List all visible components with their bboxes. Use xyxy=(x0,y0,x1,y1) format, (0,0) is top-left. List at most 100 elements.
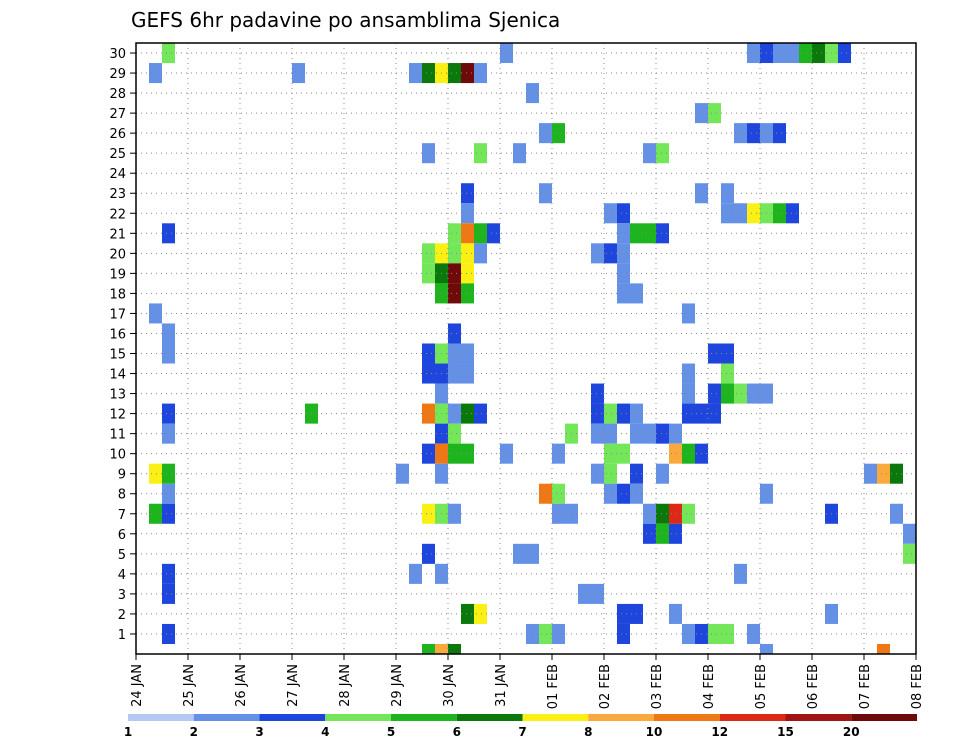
heatmap-cell xyxy=(409,563,422,584)
heatmap-cell xyxy=(643,223,656,244)
heatmap-cell xyxy=(604,483,617,504)
heatmap-cell xyxy=(474,243,487,264)
y-tick-label: 13 xyxy=(109,388,126,403)
heatmap-cell xyxy=(162,223,175,244)
heatmap-cell xyxy=(617,483,630,504)
heatmap-cell xyxy=(747,383,760,404)
heatmap-cell xyxy=(422,363,435,384)
y-tick-label: 7 xyxy=(118,508,126,523)
heatmap-cell xyxy=(448,403,461,424)
colorbar-label: 20 xyxy=(843,725,860,739)
heatmap-cell xyxy=(838,43,851,64)
heatmap-cell xyxy=(162,503,175,524)
heatmap-cell xyxy=(656,143,669,164)
y-tick-label: 24 xyxy=(109,167,126,182)
x-axis-ticks: 24 JAN 25 JAN 26 JAN 27 JAN 28 JAN 29 JAN 30 J… xyxy=(130,654,925,709)
y-tick-label: 1 xyxy=(118,628,126,643)
heatmap-cell xyxy=(422,643,435,654)
heatmap-cell xyxy=(422,343,435,364)
heatmap-cell xyxy=(162,403,175,424)
heatmap-cell xyxy=(539,183,552,204)
heatmap-cell xyxy=(149,463,162,484)
heatmap-cell xyxy=(474,603,487,624)
heatmap-cell xyxy=(162,423,175,444)
x-tick-label: 02 FEB xyxy=(598,664,613,709)
colorbar-swatch xyxy=(785,714,852,721)
heatmap-cell xyxy=(617,603,630,624)
heatmap-cell xyxy=(448,223,461,244)
y-tick-label: 4 xyxy=(118,568,126,583)
heatmap-cell xyxy=(643,143,656,164)
heatmap-cell xyxy=(552,443,565,464)
colorbar-label: 6 xyxy=(453,725,461,739)
heatmap-cell xyxy=(708,343,721,364)
heatmap-cell xyxy=(461,283,474,304)
heatmap-cells xyxy=(149,43,916,654)
x-tick-label: 07 FEB xyxy=(858,664,873,709)
y-tick-label: 16 xyxy=(109,327,126,342)
heatmap-cell xyxy=(643,523,656,544)
heatmap-cell xyxy=(604,403,617,424)
heatmap-cell xyxy=(682,503,695,524)
heatmap-cell xyxy=(526,83,539,104)
heatmap-cell xyxy=(461,363,474,384)
heatmap-cell xyxy=(448,363,461,384)
heatmap-cell xyxy=(461,243,474,264)
heatmap-cell xyxy=(617,263,630,284)
heatmap-cell xyxy=(591,243,604,264)
colorbar-swatch xyxy=(193,714,260,721)
heatmap-cell xyxy=(656,463,669,484)
heatmap-cell xyxy=(591,423,604,444)
heatmap-cell xyxy=(617,623,630,644)
heatmap-cell xyxy=(617,443,630,464)
heatmap-cell xyxy=(604,243,617,264)
colorbar-swatch xyxy=(259,714,326,721)
heatmap-cell xyxy=(682,383,695,404)
heatmap-cell xyxy=(864,463,877,484)
colorbar-label: 3 xyxy=(255,725,263,739)
heatmap-cell xyxy=(448,423,461,444)
y-tick-label: 8 xyxy=(118,488,126,503)
heatmap-cell xyxy=(487,223,500,244)
heatmap-cell xyxy=(643,503,656,524)
y-tick-label: 11 xyxy=(109,428,126,443)
heatmap-cell xyxy=(617,283,630,304)
heatmap-cell xyxy=(903,523,916,544)
heatmap-cell xyxy=(617,203,630,224)
heatmap-cell xyxy=(734,203,747,224)
colorbar-legend: 1 2 3 4 5 6 7 8 10 12 15 20 xyxy=(124,714,917,739)
heatmap-cell xyxy=(539,483,552,504)
heatmap-cell xyxy=(591,463,604,484)
heatmap-cell xyxy=(669,503,682,524)
heatmap-cell xyxy=(448,63,461,84)
heatmap-cell xyxy=(721,183,734,204)
heatmap-cell xyxy=(682,403,695,424)
colorbar-swatch xyxy=(588,714,654,721)
heatmap-cell xyxy=(513,543,526,564)
x-tick-label: 31 JAN xyxy=(494,664,509,707)
heatmap-cell xyxy=(474,63,487,84)
heatmap-cell xyxy=(422,403,435,424)
heatmap-cell xyxy=(708,103,721,124)
heatmap-cell xyxy=(747,623,760,644)
heatmap-cell xyxy=(877,463,890,484)
heatmap-cell xyxy=(422,263,435,284)
heatmap-cell xyxy=(903,543,916,564)
heatmap-cell xyxy=(422,443,435,464)
heatmap-cell xyxy=(773,123,786,144)
heatmap-cell xyxy=(708,623,721,644)
heatmap-cell xyxy=(552,623,565,644)
heatmap-cell xyxy=(461,603,474,624)
x-tick-label: 01 FEB xyxy=(546,664,561,709)
heatmap-cell xyxy=(747,203,760,224)
heatmap-cell xyxy=(162,483,175,504)
heatmap-cell xyxy=(448,343,461,364)
x-tick-label: 06 FEB xyxy=(806,664,821,709)
colorbar-label: 8 xyxy=(584,725,592,739)
heatmap-cell xyxy=(448,283,461,304)
x-tick-label: 27 JAN xyxy=(286,664,301,707)
heatmap-cell xyxy=(448,263,461,284)
heatmap-cell xyxy=(799,43,812,64)
x-tick-label: 29 JAN xyxy=(390,664,405,707)
